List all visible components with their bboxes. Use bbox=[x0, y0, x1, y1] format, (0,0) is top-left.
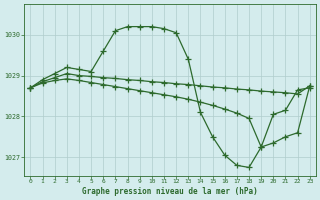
X-axis label: Graphe pression niveau de la mer (hPa): Graphe pression niveau de la mer (hPa) bbox=[82, 187, 258, 196]
